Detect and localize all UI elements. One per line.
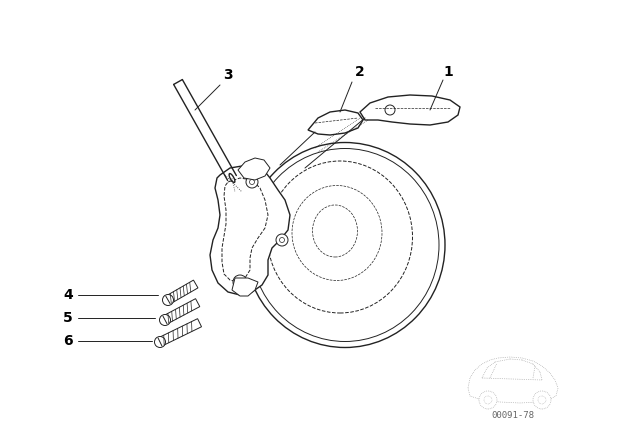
- Text: 3: 3: [223, 68, 233, 82]
- Text: 6: 6: [63, 334, 73, 348]
- Text: 2: 2: [355, 65, 365, 79]
- Text: 00091-78: 00091-78: [492, 410, 534, 419]
- Ellipse shape: [163, 294, 173, 306]
- Polygon shape: [238, 158, 270, 180]
- Ellipse shape: [159, 314, 170, 326]
- Text: 1: 1: [443, 65, 453, 79]
- Circle shape: [385, 105, 395, 115]
- Polygon shape: [158, 319, 202, 346]
- Ellipse shape: [154, 336, 166, 348]
- Text: 4: 4: [63, 288, 73, 302]
- Polygon shape: [166, 280, 198, 304]
- Circle shape: [479, 391, 497, 409]
- Text: 5: 5: [63, 311, 73, 325]
- Ellipse shape: [229, 173, 235, 182]
- Polygon shape: [468, 357, 558, 403]
- Circle shape: [233, 275, 247, 289]
- Polygon shape: [210, 165, 290, 295]
- Circle shape: [246, 176, 258, 188]
- Polygon shape: [308, 110, 363, 135]
- Circle shape: [533, 391, 551, 409]
- Circle shape: [276, 234, 288, 246]
- Polygon shape: [163, 299, 200, 324]
- Polygon shape: [232, 278, 258, 296]
- Polygon shape: [360, 95, 460, 125]
